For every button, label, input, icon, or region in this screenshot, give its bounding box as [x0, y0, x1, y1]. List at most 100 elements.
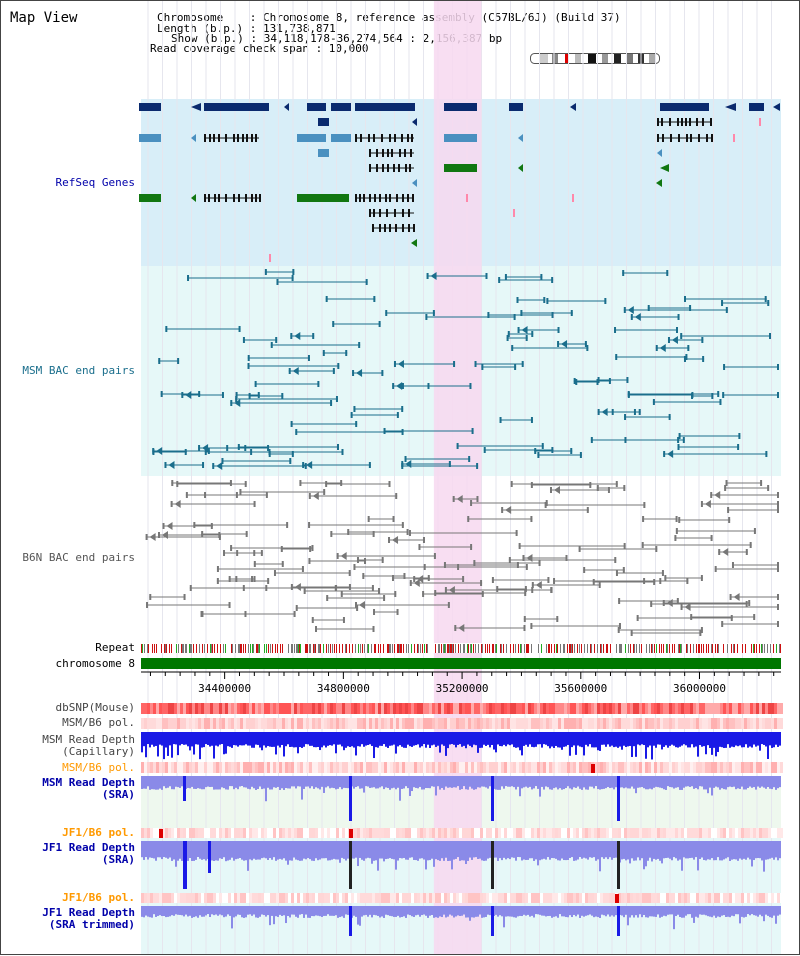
msm-capillary-depth	[673, 732, 675, 746]
msm-capillary-depth	[333, 732, 335, 745]
track-label-jf1-depth-sra-1[interactable]: JF1 Read Depth	[42, 841, 135, 854]
msm-b6-pol-cell	[558, 718, 561, 729]
msm-sra-depth	[533, 776, 535, 789]
jf1-sra-depth	[635, 841, 637, 861]
refseq-gene	[444, 134, 477, 142]
track-label-jf1-b6-pol[interactable]: JF1/B6 pol.	[62, 826, 135, 839]
dbsnp-cell	[303, 703, 306, 714]
msm-sra-depth	[655, 776, 657, 787]
jf1-trimmed-depth	[387, 906, 389, 916]
jf1-sra-depth	[333, 841, 335, 859]
msm-capillary-depth	[315, 732, 317, 748]
repeat-mark	[780, 644, 781, 653]
repeat-mark	[224, 644, 225, 653]
jf1-sra-depth	[211, 841, 213, 861]
jf1-b6-pol-cell	[474, 828, 477, 838]
msm-sra-depth	[331, 776, 333, 788]
msm-b6-pol2-cell	[687, 762, 690, 773]
repeat-mark	[701, 644, 702, 653]
dbsnp-cell	[330, 703, 333, 714]
track-label-msm-b6-pol-2[interactable]: MSM/B6 pol.	[62, 761, 135, 774]
repeat-mark	[606, 644, 607, 653]
msm-capillary-depth	[169, 732, 171, 746]
track-label-msm-depth-sra-1[interactable]: MSM Read Depth	[42, 776, 135, 789]
msm-b6-pol2-cell	[744, 762, 747, 773]
dbsnp-cell	[204, 703, 207, 714]
track-label-jf1-b6-pol-2[interactable]: JF1/B6 pol.	[62, 891, 135, 904]
repeat-mark	[220, 644, 221, 653]
msm-b6-pol-cell	[594, 718, 597, 729]
jf1-sra-depth	[433, 841, 435, 867]
refseq-exon	[391, 149, 393, 157]
dbsnp-cell	[747, 703, 750, 714]
repeat-mark	[496, 644, 497, 653]
track-label-b6n-bac[interactable]: B6N BAC end pairs	[22, 551, 135, 564]
jf1-trimmed-depth	[533, 906, 535, 918]
jf1-trimmed-depth	[655, 906, 657, 917]
msm-b6-pol-cell	[705, 718, 708, 729]
track-label-dbsnp[interactable]: dbSNP(Mouse)	[55, 701, 135, 714]
msm-bac-pair-end	[358, 342, 361, 348]
jf1-b6-pol-cell	[576, 828, 579, 838]
msm-b6-pol2-cell	[396, 762, 399, 773]
jf1-trimmed-depth	[367, 906, 369, 917]
track-label-repeat[interactable]: Repeat	[95, 641, 135, 654]
repeat-mark	[731, 644, 732, 653]
msm-b6-pol-cell	[606, 718, 609, 729]
track-label-msm-bac[interactable]: MSM BAC end pairs	[22, 364, 135, 377]
repeat-mark	[619, 644, 620, 653]
b6n-bac-pair-end	[589, 482, 592, 488]
msm-b6-pol-cell	[381, 718, 384, 729]
refseq-exon	[368, 134, 370, 142]
msm-b6-pol-cell	[630, 718, 633, 729]
jf1-trimmed-depth	[637, 906, 639, 918]
repeat-mark	[398, 644, 399, 653]
jf1-trimmed-depth	[301, 906, 303, 915]
chromosome-ideogram[interactable]	[530, 53, 660, 64]
repeat-mark	[417, 644, 418, 653]
msm-capillary-depth	[159, 732, 161, 745]
jf1-b6-pol-cell	[657, 828, 660, 838]
msm-b6-pol2-cell	[648, 762, 651, 773]
track-label-msm-b6-pol[interactable]: MSM/B6 pol.	[62, 716, 135, 729]
jf1-sra-depth	[141, 841, 143, 858]
jf1-sra-depth	[407, 841, 409, 860]
dbsnp-cell	[321, 703, 324, 714]
jf1-trimmed-depth	[357, 906, 359, 925]
jf1-trimmed-depth	[477, 906, 479, 917]
jf1-trimmed-depth	[377, 906, 379, 916]
track-label-refseq[interactable]: RefSeq Genes	[55, 176, 135, 189]
track-label-jf1-depth-trimmed-1[interactable]: JF1 Read Depth	[42, 906, 135, 919]
refseq-exon	[689, 118, 691, 126]
dbsnp-cell	[720, 703, 723, 714]
repeat-mark	[570, 644, 571, 653]
dbsnp-cell	[423, 703, 426, 714]
jf1-sra-depth	[303, 841, 305, 859]
jf1-trimmed-depth	[447, 906, 449, 917]
jf1-trimmed-depth	[211, 906, 213, 915]
msm-capillary-depth	[755, 732, 757, 747]
msm-b6-pol-cell	[225, 718, 228, 729]
refseq-exon	[242, 134, 244, 142]
refseq-exon	[661, 118, 663, 126]
jf1-sra-depth	[593, 841, 595, 858]
refseq-exon	[218, 134, 220, 142]
jf1-b6-pol-cell	[735, 828, 738, 838]
msm-b6-pol2-cell	[246, 762, 249, 773]
dbsnp-cell	[492, 703, 495, 714]
b6n-bac-pair-arrow	[359, 601, 366, 609]
msm-sra-depth	[421, 776, 423, 790]
msm-bac-pair-end	[264, 269, 267, 275]
msm-sra-depth	[639, 776, 641, 788]
track-label-msm-depth-capillary-1[interactable]: MSM Read Depth	[42, 733, 135, 746]
msm-b6-pol2-cell	[267, 762, 270, 773]
msm-b6-pol-cell	[708, 718, 711, 729]
jf1-sra-depth	[671, 841, 673, 861]
repeat-mark	[549, 644, 550, 653]
dbsnp-cell	[705, 703, 708, 714]
msm-b6-pol-cell	[720, 718, 723, 729]
msm-capillary-depth	[695, 732, 697, 747]
jf1-sra-depth	[525, 841, 527, 860]
b6n-bac-pair-end	[710, 492, 713, 498]
